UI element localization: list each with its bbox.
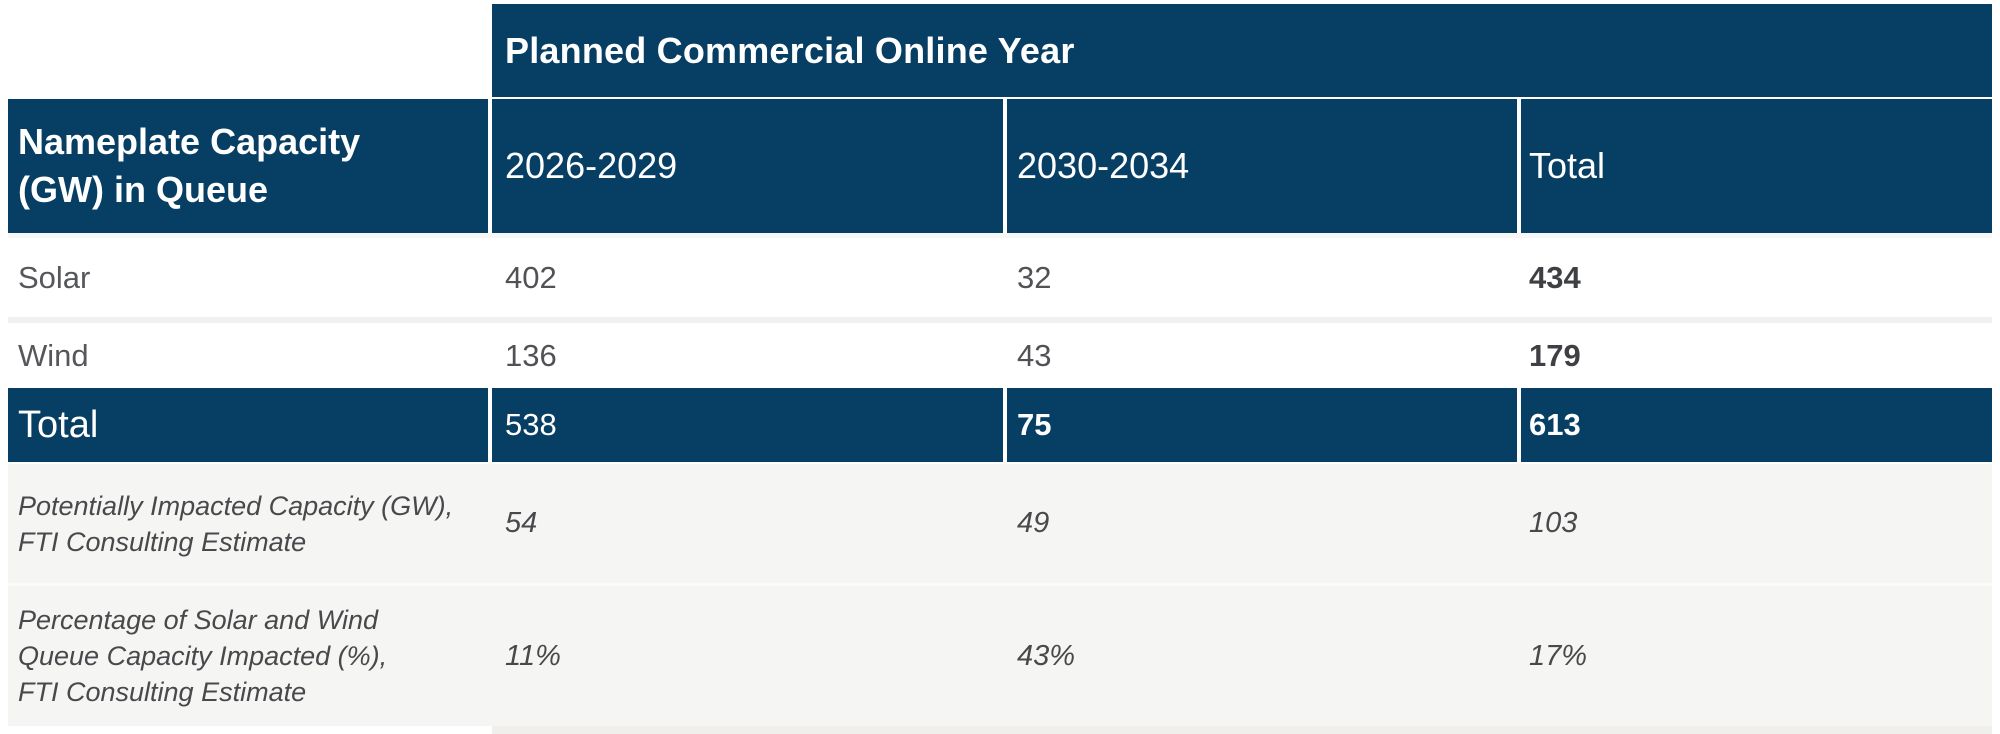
- col-header-total: Total: [1521, 99, 1992, 233]
- row-label: Solar: [18, 259, 91, 295]
- row-label: Total: [8, 388, 488, 462]
- spanner-header-row: Planned Commercial Online Year: [8, 4, 1992, 97]
- cell-value: 538: [492, 388, 1003, 462]
- cell-value: 11%: [505, 639, 561, 672]
- cell-value-total: 103: [1529, 507, 1578, 539]
- column-header-row: Nameplate Capacity (GW) in Queue 2026-20…: [8, 99, 1992, 233]
- bottom-edge-right: [492, 726, 1992, 734]
- row-label: Wind: [18, 337, 89, 373]
- col-header-2030-2034: 2030-2034: [1007, 99, 1517, 233]
- cell-value: 75: [1007, 388, 1517, 462]
- spanner-header: Planned Commercial Online Year: [492, 4, 1992, 97]
- row-divider: [8, 583, 1992, 586]
- cell-value-total: 179: [1529, 337, 1581, 373]
- cell-value-total: 17%: [1529, 639, 1588, 672]
- table-row-impacted-capacity: Potentially Impacted Capacity (GW), FTI …: [8, 464, 1992, 583]
- cell-value-total: 434: [1529, 259, 1581, 295]
- cell-value: 49: [1017, 507, 1050, 539]
- cell-value: 32: [1017, 259, 1052, 295]
- row-divider: [8, 317, 1992, 323]
- bottom-edge-left: [8, 726, 492, 734]
- spanner-header-label: Planned Commercial Online Year: [505, 29, 1075, 71]
- table-row-impacted-percentage: Percentage of Solar and Wind Queue Capac…: [8, 586, 1992, 726]
- row-axis-title: Nameplate Capacity (GW) in Queue: [8, 99, 488, 233]
- cell-value: 402: [505, 259, 557, 295]
- cell-value: 54: [505, 507, 538, 539]
- cell-value-total: 613: [1521, 388, 1992, 462]
- table-bottom-edge: [8, 726, 1992, 734]
- spanner-header-spacer: [8, 4, 492, 97]
- cell-value: 43%: [1017, 639, 1076, 672]
- row-label: Potentially Impacted Capacity (GW), FTI …: [18, 490, 454, 557]
- table-row-solar: Solar 402 32 434: [8, 238, 1992, 317]
- cell-value: 136: [505, 337, 557, 373]
- table-row-wind: Wind 136 43 179: [8, 323, 1992, 388]
- row-label: Percentage of Solar and Wind Queue Capac…: [18, 605, 388, 707]
- cell-value: 43: [1017, 337, 1052, 373]
- header-bottom-line: [8, 233, 1992, 238]
- table-row-total: Total 538 75 613: [8, 388, 1992, 462]
- col-header-2026-2029: 2026-2029: [492, 99, 1003, 233]
